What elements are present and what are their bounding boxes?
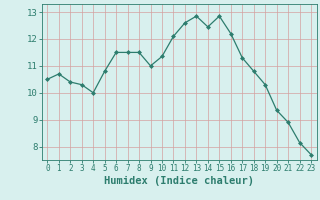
X-axis label: Humidex (Indice chaleur): Humidex (Indice chaleur) [104,176,254,186]
